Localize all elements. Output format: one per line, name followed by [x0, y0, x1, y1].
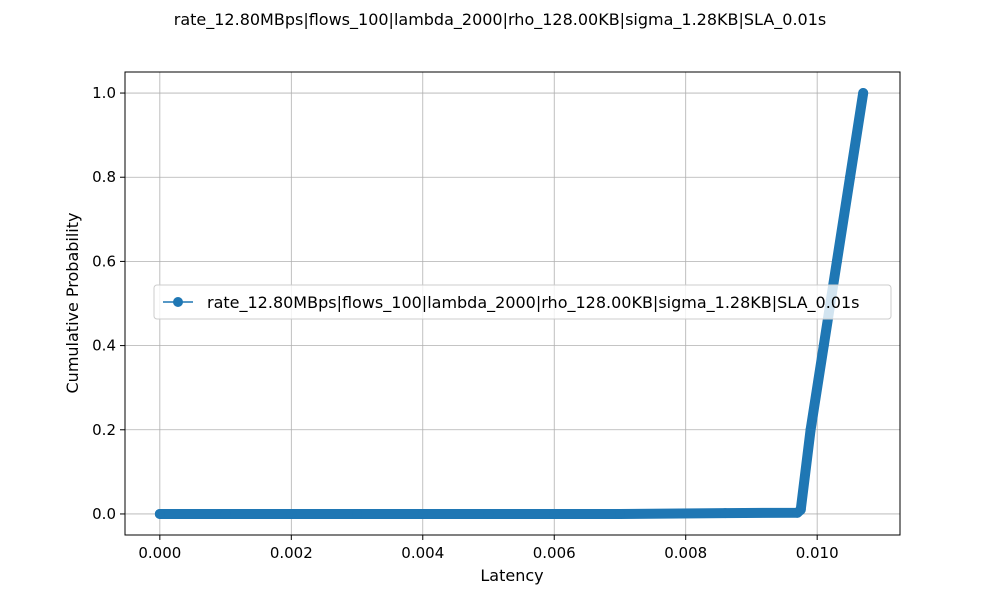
x-axis-label: Latency — [480, 566, 543, 585]
y-tick-label: 0.8 — [92, 168, 116, 186]
data-point — [483, 508, 494, 519]
data-point — [286, 508, 297, 519]
data-point — [818, 340, 829, 351]
x-tick-label: 0.000 — [138, 544, 181, 562]
y-tick-label: 0.6 — [92, 252, 116, 270]
data-point — [845, 172, 856, 183]
data-point — [220, 508, 231, 519]
data-point — [805, 424, 816, 435]
x-tick-label: 0.010 — [796, 544, 839, 562]
y-tick-label: 0.4 — [92, 337, 116, 355]
y-tick-label: 0.2 — [92, 421, 116, 439]
y-axis-label: Cumulative Probability — [63, 213, 82, 394]
data-point — [831, 256, 842, 267]
data-point — [614, 508, 625, 519]
x-tick-label: 0.008 — [664, 544, 707, 562]
legend: rate_12.80MBps|flows_100|lambda_2000|rho… — [153, 284, 892, 320]
legend-marker — [173, 297, 183, 307]
ticks: 0.000 0.002 0.004 0.006 0.008 0.010 0.0 0.2 0.4 0… — [92, 84, 839, 562]
legend-box — [153, 284, 892, 320]
data-point — [352, 508, 363, 519]
data-point — [795, 504, 806, 515]
x-tick-label: 0.002 — [270, 544, 313, 562]
data-point — [720, 508, 731, 519]
chart-title: rate_12.80MBps|flows_100|lambda_2000|rho… — [174, 10, 826, 30]
x-tick-label: 0.006 — [533, 544, 576, 562]
data-point — [549, 508, 560, 519]
data-point — [154, 508, 165, 519]
x-tick-label: 0.004 — [401, 544, 444, 562]
y-tick-label: 0.0 — [92, 505, 116, 523]
plot-frame — [124, 71, 901, 536]
data-point — [417, 508, 428, 519]
y-tick-label: 1.0 — [92, 84, 116, 102]
data-point — [858, 88, 869, 99]
legend-label: rate_12.80MBps|flows_100|lambda_2000|rho… — [207, 293, 859, 313]
